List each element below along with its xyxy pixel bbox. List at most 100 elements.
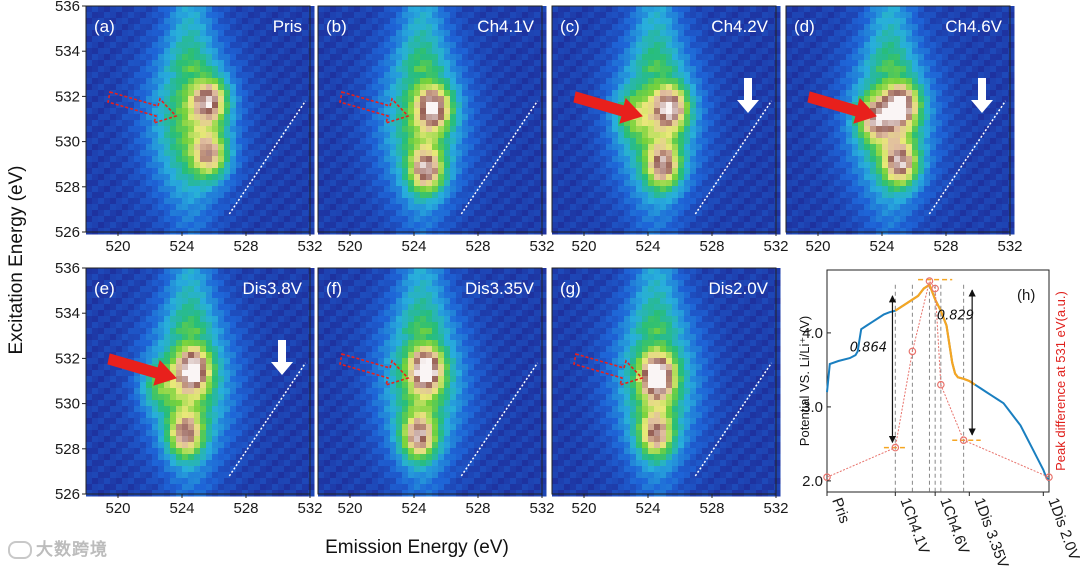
heat-cell	[768, 228, 775, 235]
heat-cell	[828, 54, 835, 61]
heat-cell	[212, 228, 219, 235]
heat-cell	[390, 66, 397, 73]
heat-cell	[170, 48, 177, 55]
heat-cell	[948, 96, 955, 103]
heat-cell	[128, 60, 135, 67]
heat-cell	[534, 12, 541, 19]
heat-cell	[798, 60, 805, 67]
heat-cell	[176, 42, 183, 49]
heat-cell	[792, 6, 799, 13]
heat-cell	[630, 210, 637, 217]
heat-cell	[936, 24, 943, 31]
heat-cell	[498, 108, 505, 115]
heat-cell	[708, 114, 715, 121]
heat-cell	[462, 186, 469, 193]
heat-cell	[104, 42, 111, 49]
heat-cell	[128, 114, 135, 121]
heat-cell	[182, 84, 189, 91]
heat-cell	[92, 210, 99, 217]
heat-cell	[254, 60, 261, 67]
heat-cell	[558, 60, 565, 67]
heat-cell	[296, 228, 303, 235]
heat-cell	[630, 216, 637, 223]
heat-cell	[372, 192, 379, 199]
heat-cell	[696, 24, 703, 31]
heat-cell	[290, 96, 297, 103]
heat-cell	[284, 174, 291, 181]
heat-cell	[768, 210, 775, 217]
heat-cell	[266, 54, 273, 61]
heat-cell	[444, 228, 451, 235]
heat-cell	[420, 120, 427, 127]
heat-cell	[876, 30, 883, 37]
heat-cell	[296, 150, 303, 157]
heat-cell	[182, 42, 189, 49]
heat-cell	[672, 42, 679, 49]
heat-cell	[402, 72, 409, 79]
map-panel-4: (d) Ch4.6V	[785, 5, 1015, 235]
heat-cell	[468, 30, 475, 37]
heat-cell	[260, 228, 267, 235]
heat-cell	[822, 24, 829, 31]
heat-cell	[318, 36, 325, 43]
heat-cell	[690, 180, 697, 187]
heat-cell	[110, 84, 117, 91]
heat-cell	[672, 162, 679, 169]
heat-cell	[152, 84, 159, 91]
heat-cell	[810, 78, 817, 85]
heat-cell	[894, 24, 901, 31]
heat-cell	[330, 216, 337, 223]
heat-cell	[534, 168, 541, 175]
heat-cell	[708, 72, 715, 79]
heat-cell	[882, 12, 889, 19]
heat-cell	[552, 180, 559, 187]
heat-cell	[378, 60, 385, 67]
heat-cell	[744, 168, 751, 175]
heat-cell	[224, 66, 231, 73]
heat-cell	[996, 30, 1003, 37]
heat-cell	[212, 66, 219, 73]
heat-cell	[236, 222, 243, 229]
heat-cell	[984, 48, 991, 55]
heat-cell	[750, 54, 757, 61]
heat-cell	[164, 168, 171, 175]
heat-cell	[236, 186, 243, 193]
heat-cell	[672, 114, 679, 121]
heat-cell	[732, 96, 739, 103]
heat-cell	[444, 36, 451, 43]
heat-cell	[732, 84, 739, 91]
heat-cell	[98, 192, 105, 199]
heat-cell	[774, 6, 781, 13]
heat-cell	[224, 138, 231, 145]
heat-cell	[564, 72, 571, 79]
heat-cell	[212, 132, 219, 139]
heat-cell	[318, 48, 325, 55]
heat-cell	[420, 48, 427, 55]
heat-cell	[822, 6, 829, 13]
heat-cell	[804, 78, 811, 85]
heat-cell	[164, 48, 171, 55]
heat-cell	[648, 150, 655, 157]
heat-cell	[678, 192, 685, 199]
heat-cell	[372, 18, 379, 25]
heat-cell	[954, 42, 961, 49]
heat-cell	[750, 72, 757, 79]
heat-cell	[522, 24, 529, 31]
heat-cell	[588, 78, 595, 85]
heat-cell	[224, 186, 231, 193]
heat-cell	[354, 108, 361, 115]
heat-cell	[774, 180, 781, 187]
heat-cell	[576, 210, 583, 217]
heat-cell	[774, 72, 781, 79]
heat-cell	[206, 210, 213, 217]
heat-cell	[684, 216, 691, 223]
heat-cell	[218, 138, 225, 145]
heat-cell	[444, 132, 451, 139]
heat-cell	[486, 192, 493, 199]
heat-cell	[714, 30, 721, 37]
heat-cell	[182, 186, 189, 193]
heat-cell	[972, 90, 979, 97]
heat-cell	[690, 108, 697, 115]
heat-cell	[212, 168, 219, 175]
heat-cell	[302, 174, 309, 181]
